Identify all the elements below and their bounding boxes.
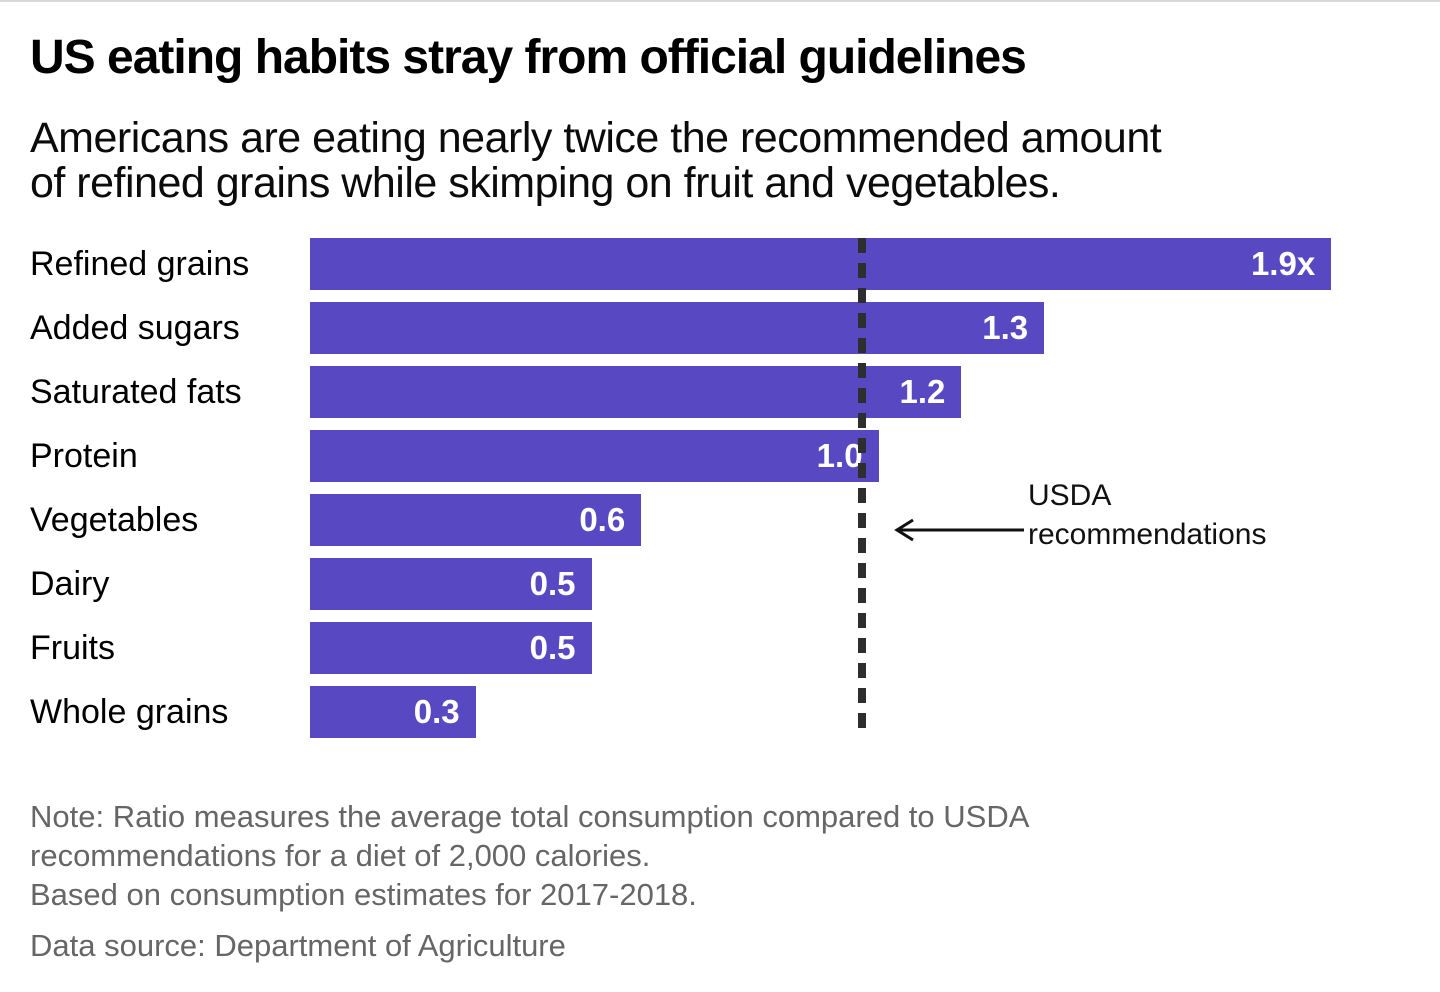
chart-subtitle-line2: of refined grains while skimping on frui… <box>30 159 1061 207</box>
bar-row: Added sugars 1.3 <box>0 302 1440 354</box>
chart-title: US eating habits stray from official gui… <box>30 31 1027 84</box>
bar-value-label: 0.5 <box>529 629 576 666</box>
bar: 1.2 <box>310 366 962 418</box>
bar-track: 1.9x <box>310 238 1414 290</box>
bar-value-label: 0.5 <box>529 565 576 602</box>
bar-track: 1.3 <box>310 302 1414 354</box>
annotation-line2: recommendations <box>1028 518 1267 551</box>
bar-track: 0.5 <box>310 558 1414 610</box>
bar: 0.3 <box>310 686 476 738</box>
bar-row: Protein 1.0 <box>0 430 1440 482</box>
left-arrow-icon <box>894 518 1024 542</box>
bar: 0.5 <box>310 558 592 610</box>
usda-recommendations-annotation: USDA recommendations <box>1028 476 1266 554</box>
category-label: Added sugars <box>30 309 240 347</box>
bar: 0.5 <box>310 622 592 674</box>
bar-row: Whole grains 0.3 <box>0 686 1440 738</box>
data-source: Data source: Department of Agriculture <box>30 928 566 963</box>
chart-subtitle-line1: Americans are eating nearly twice the re… <box>30 114 1162 162</box>
bar-value-label: 1.0 <box>816 437 863 474</box>
bar-value-label: 1.9x <box>1250 245 1316 282</box>
category-label: Refined grains <box>30 245 250 283</box>
bar-row: Refined grains 1.9x <box>0 238 1440 290</box>
category-label: Vegetables <box>30 501 199 539</box>
annotation-line1: USDA <box>1028 479 1112 512</box>
bar-row: Vegetables 0.6 <box>0 494 1440 546</box>
bar-rows: Refined grains 1.9x Added sugars 1.3 Saturat… <box>0 238 1440 738</box>
category-label: Fruits <box>30 629 115 667</box>
note-line3: Based on consumption estimates for 2017-… <box>30 877 697 912</box>
bar-value-label: 1.3 <box>982 309 1029 346</box>
bar: 0.6 <box>310 494 642 546</box>
bar-chart-plot: Refined grains 1.9x Added sugars 1.3 Saturat… <box>0 238 1440 738</box>
bar-value-label: 0.6 <box>579 501 626 538</box>
bar-track: 1.2 <box>310 366 1414 418</box>
chart-subtitle: Americans are eating nearly twice the re… <box>30 116 1370 206</box>
bar-track: 1.0 <box>310 430 1414 482</box>
category-label: Protein <box>30 437 138 475</box>
bar-value-label: 0.3 <box>413 693 460 730</box>
usda-reference-line <box>858 238 866 738</box>
bar-row: Saturated fats 1.2 <box>0 366 1440 418</box>
category-label: Saturated fats <box>30 373 242 411</box>
top-divider <box>0 0 1440 2</box>
bar-track: 0.6 <box>310 494 1414 546</box>
category-label: Whole grains <box>30 693 229 731</box>
note-line2: recommendations for a diet of 2,000 calo… <box>30 838 651 873</box>
bar-track: 0.5 <box>310 622 1414 674</box>
bar: 1.9x <box>310 238 1332 290</box>
bar: 1.0 <box>310 430 879 482</box>
bar-track: 0.3 <box>310 686 1414 738</box>
bar: 1.3 <box>310 302 1045 354</box>
category-label: Dairy <box>30 565 110 603</box>
bar-value-label: 1.2 <box>899 373 946 410</box>
bar-row: Dairy 0.5 <box>0 558 1440 610</box>
note-line1: Note: Ratio measures the average total c… <box>30 799 1030 834</box>
chart-note: Note: Ratio measures the average total c… <box>30 797 1029 914</box>
bar-row: Fruits 0.5 <box>0 622 1440 674</box>
